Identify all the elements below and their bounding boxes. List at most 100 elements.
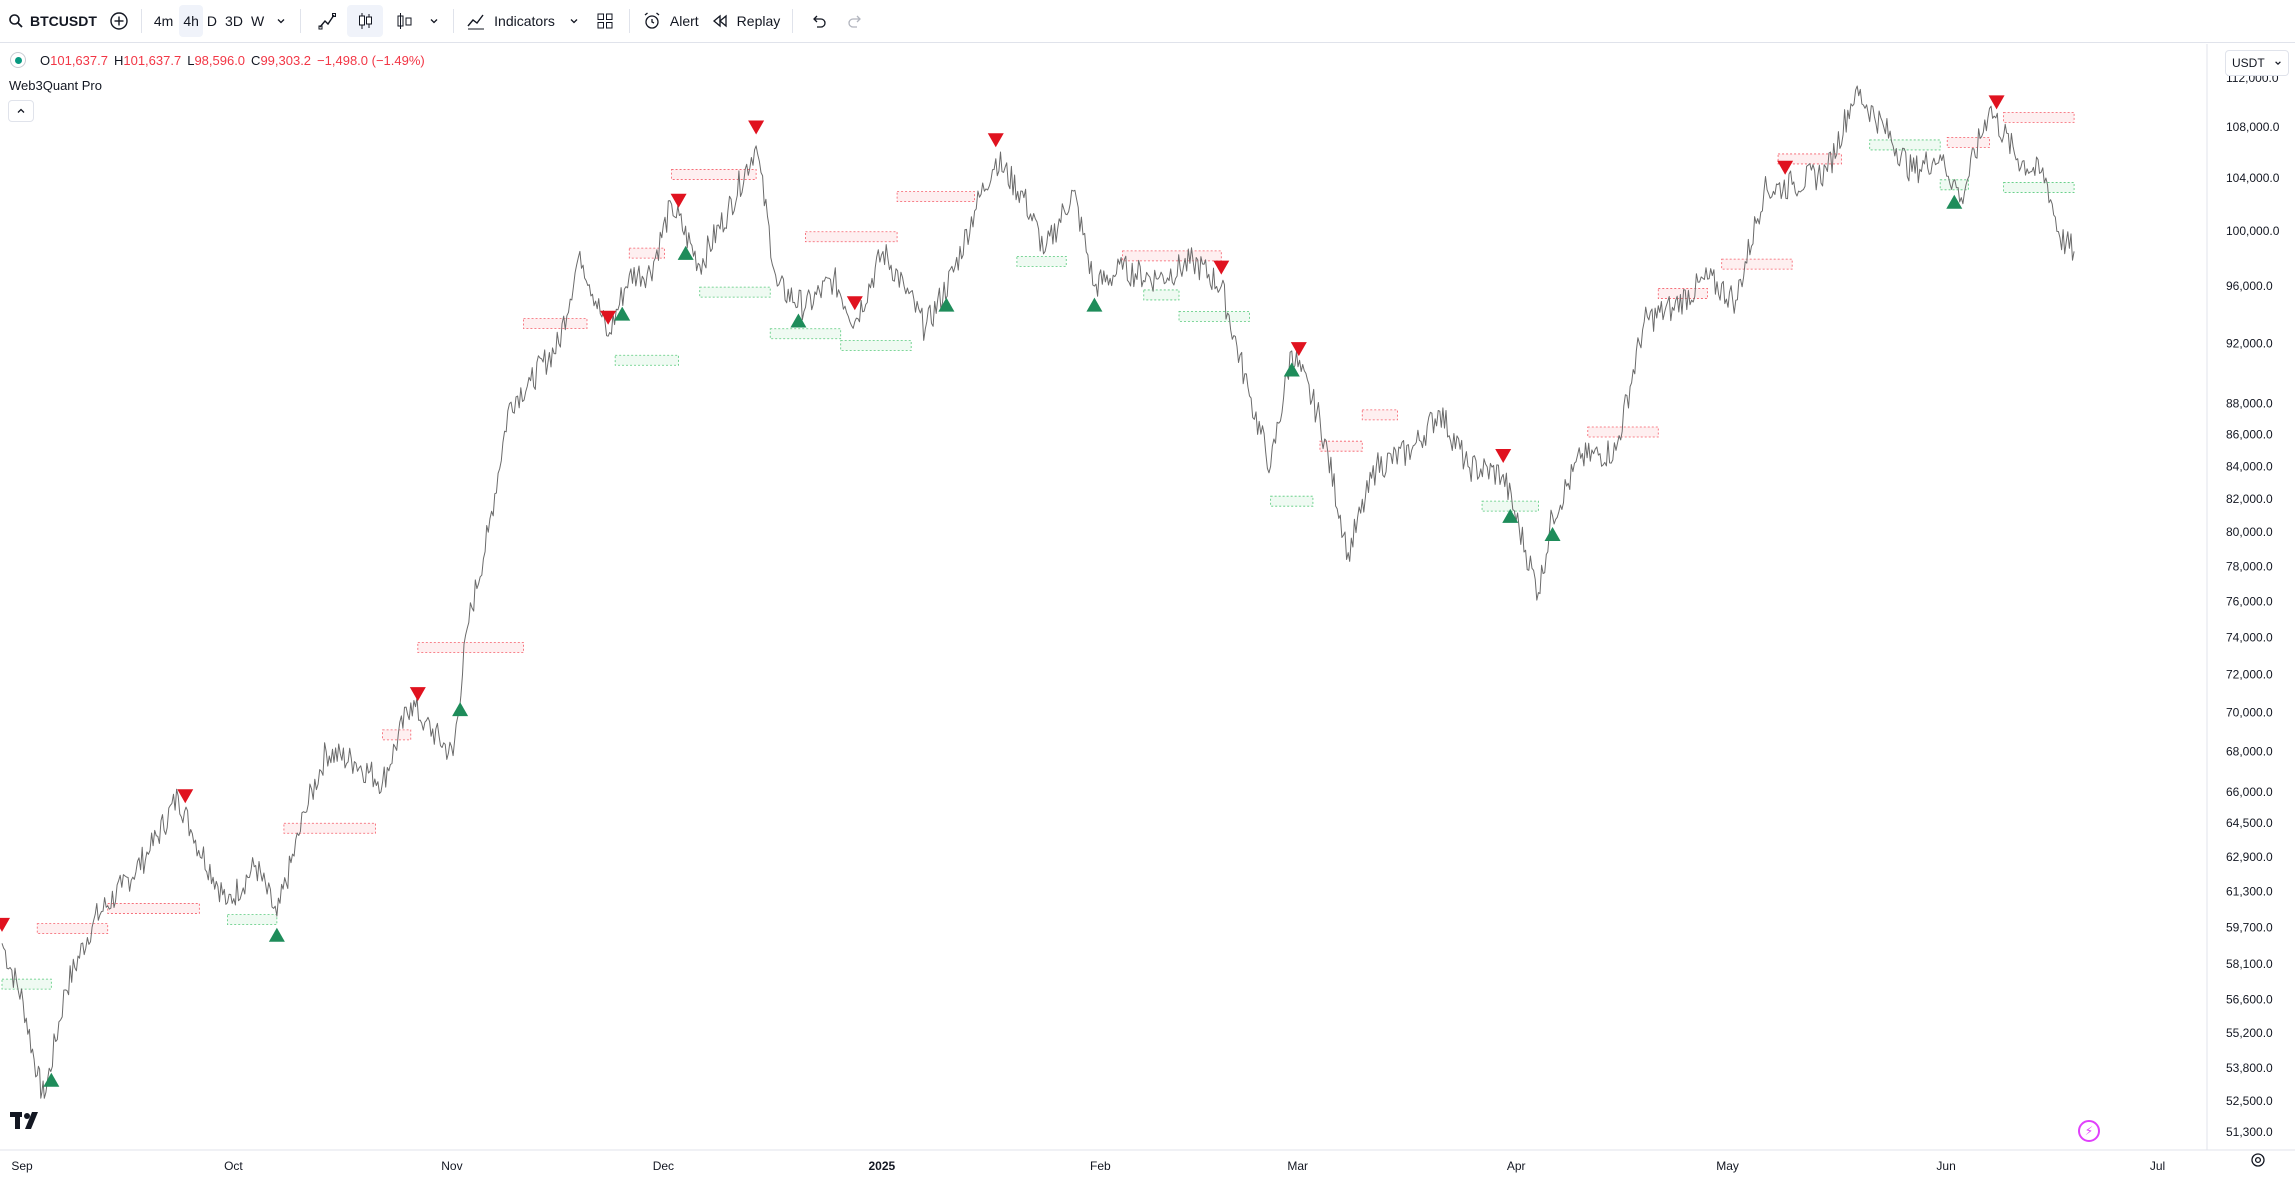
interval-dropdown[interactable] <box>268 5 294 37</box>
replay-button[interactable]: Replay <box>705 5 787 37</box>
supply-zone <box>805 231 898 243</box>
time-axis[interactable]: Sep Oct Nov Dec 2025 Feb Mar Apr May Jun Jul <box>11 1159 2165 1173</box>
chart-type-dropdown[interactable] <box>421 5 447 37</box>
price-tick-label: 62,900.0 <box>2226 850 2273 864</box>
signals-layer <box>0 95 2005 1087</box>
price-tick-label: 104,000.0 <box>2226 171 2280 185</box>
redo-icon <box>847 12 865 30</box>
symbol-name: BTCUSDT <box>30 13 97 29</box>
time-tick-label: Feb <box>1090 1159 1111 1173</box>
top-toolbar: BTCUSDT 4m 4h D 3D W Indicators Alert <box>0 0 2295 43</box>
buy-signal-marker <box>938 297 955 312</box>
sell-signal-marker <box>1290 342 1307 357</box>
currency-selector[interactable]: USDT <box>2225 50 2289 76</box>
chart-type-bars-button[interactable] <box>383 5 421 37</box>
interval-w[interactable]: W <box>247 5 268 37</box>
rewind-icon <box>711 12 729 30</box>
price-series-line <box>1 85 2075 1099</box>
supply-zone <box>283 822 376 834</box>
bar-replay-style-button[interactable] <box>307 5 347 37</box>
sell-signal-marker <box>670 193 687 208</box>
plus-circle-icon <box>109 11 129 31</box>
interval-label: W <box>250 13 265 29</box>
settings-gear-icon[interactable] <box>2248 1150 2268 1170</box>
sell-signal-marker <box>987 133 1004 148</box>
demand-zone <box>1869 139 1941 151</box>
bar-chart-icon <box>395 11 415 31</box>
supply-zone <box>671 169 757 180</box>
time-tick-label: May <box>1716 1159 1739 1173</box>
interval-label: 4m <box>153 13 174 29</box>
price-tick-label: 80,000.0 <box>2226 525 2273 539</box>
grid-icon <box>595 11 615 31</box>
interval-3d[interactable]: 3D <box>221 5 247 37</box>
market-status-icon <box>10 52 26 68</box>
price-tick-label: 88,000.0 <box>2226 397 2273 411</box>
demand-zone <box>1939 179 1969 191</box>
demand-zone <box>1481 500 1539 512</box>
time-tick-label: Jun <box>1936 1159 1955 1173</box>
demand-zone <box>1270 495 1314 507</box>
price-chart[interactable]: 112,000.0108,000.0104,000.0100,000.096,0… <box>0 44 2295 1178</box>
buy-signal-marker <box>614 306 631 321</box>
collapse-legend-button[interactable] <box>8 100 34 122</box>
interval-4m[interactable]: 4m <box>148 5 179 37</box>
indicators-button[interactable]: Indicators <box>460 5 561 37</box>
chart-type-candles-button[interactable] <box>347 5 384 37</box>
price-tick-label: 61,300.0 <box>2226 885 2273 899</box>
undo-button[interactable] <box>799 5 837 37</box>
price-tick-label: 100,000.0 <box>2226 224 2280 238</box>
layout-templates-button[interactable] <box>587 5 623 37</box>
interval-label: 3D <box>225 13 243 29</box>
toolbar-divider <box>628 9 630 33</box>
price-tick-label: 82,000.0 <box>2226 492 2273 506</box>
price-tick-label: 51,300.0 <box>2226 1125 2273 1139</box>
replay-label: Replay <box>736 13 781 29</box>
alert-button[interactable]: Alert <box>636 5 705 37</box>
price-tick-label: 96,000.0 <box>2226 279 2273 293</box>
open-value: 101,637.7 <box>50 52 108 68</box>
indicators-dropdown[interactable] <box>561 5 587 37</box>
price-axis[interactable]: 112,000.0108,000.0104,000.0100,000.096,0… <box>2226 71 2280 1139</box>
supply-zone <box>107 903 200 914</box>
tradingview-logo[interactable] <box>10 1112 44 1135</box>
supply-zone <box>1587 426 1659 438</box>
toolbar-divider <box>453 9 455 33</box>
interval-4h[interactable]: 4h <box>179 5 203 37</box>
redo-button[interactable] <box>837 5 875 37</box>
price-tick-label: 53,800.0 <box>2226 1061 2273 1075</box>
search-icon <box>8 13 24 29</box>
close-value: 99,303.2 <box>260 52 312 68</box>
open-label: O <box>40 52 51 68</box>
supply-zone <box>1319 440 1363 452</box>
close-label: C <box>251 52 261 68</box>
time-tick-label: Jul <box>2150 1159 2165 1173</box>
indicator-title[interactable]: Web3Quant Pro <box>9 78 102 93</box>
time-tick-label: Oct <box>224 1159 243 1173</box>
change-value: −1,498.0 (−1.49%) <box>317 52 425 68</box>
price-tick-label: 84,000.0 <box>2226 459 2273 473</box>
indicators-label: Indicators <box>494 13 555 29</box>
supply-zone <box>417 642 524 653</box>
price-tick-label: 108,000.0 <box>2226 120 2280 134</box>
symbol-search[interactable]: BTCUSDT <box>2 5 103 37</box>
flash-icon[interactable]: ⚡ <box>2078 1120 2100 1142</box>
sell-signal-marker <box>846 296 863 311</box>
buy-signal-marker <box>1086 297 1103 312</box>
sell-signal-marker <box>409 687 426 702</box>
time-tick-label: Mar <box>1287 1159 1308 1173</box>
buy-signal-marker <box>43 1072 60 1087</box>
alarm-clock-icon <box>642 11 662 31</box>
price-tick-label: 64,500.0 <box>2226 816 2273 830</box>
low-value: 98,596.0 <box>194 52 246 68</box>
demand-zone <box>1178 310 1250 322</box>
interval-d[interactable]: D <box>203 5 221 37</box>
supply-zone <box>1946 137 1990 148</box>
sell-signal-marker <box>1988 95 2005 110</box>
zones-layer <box>1 111 2075 990</box>
sell-signal-marker <box>1495 448 1512 463</box>
supply-zone <box>1721 258 1793 270</box>
buy-signal-marker <box>268 927 285 942</box>
compare-symbol-button[interactable] <box>103 5 135 37</box>
interval-label: D <box>206 13 218 29</box>
